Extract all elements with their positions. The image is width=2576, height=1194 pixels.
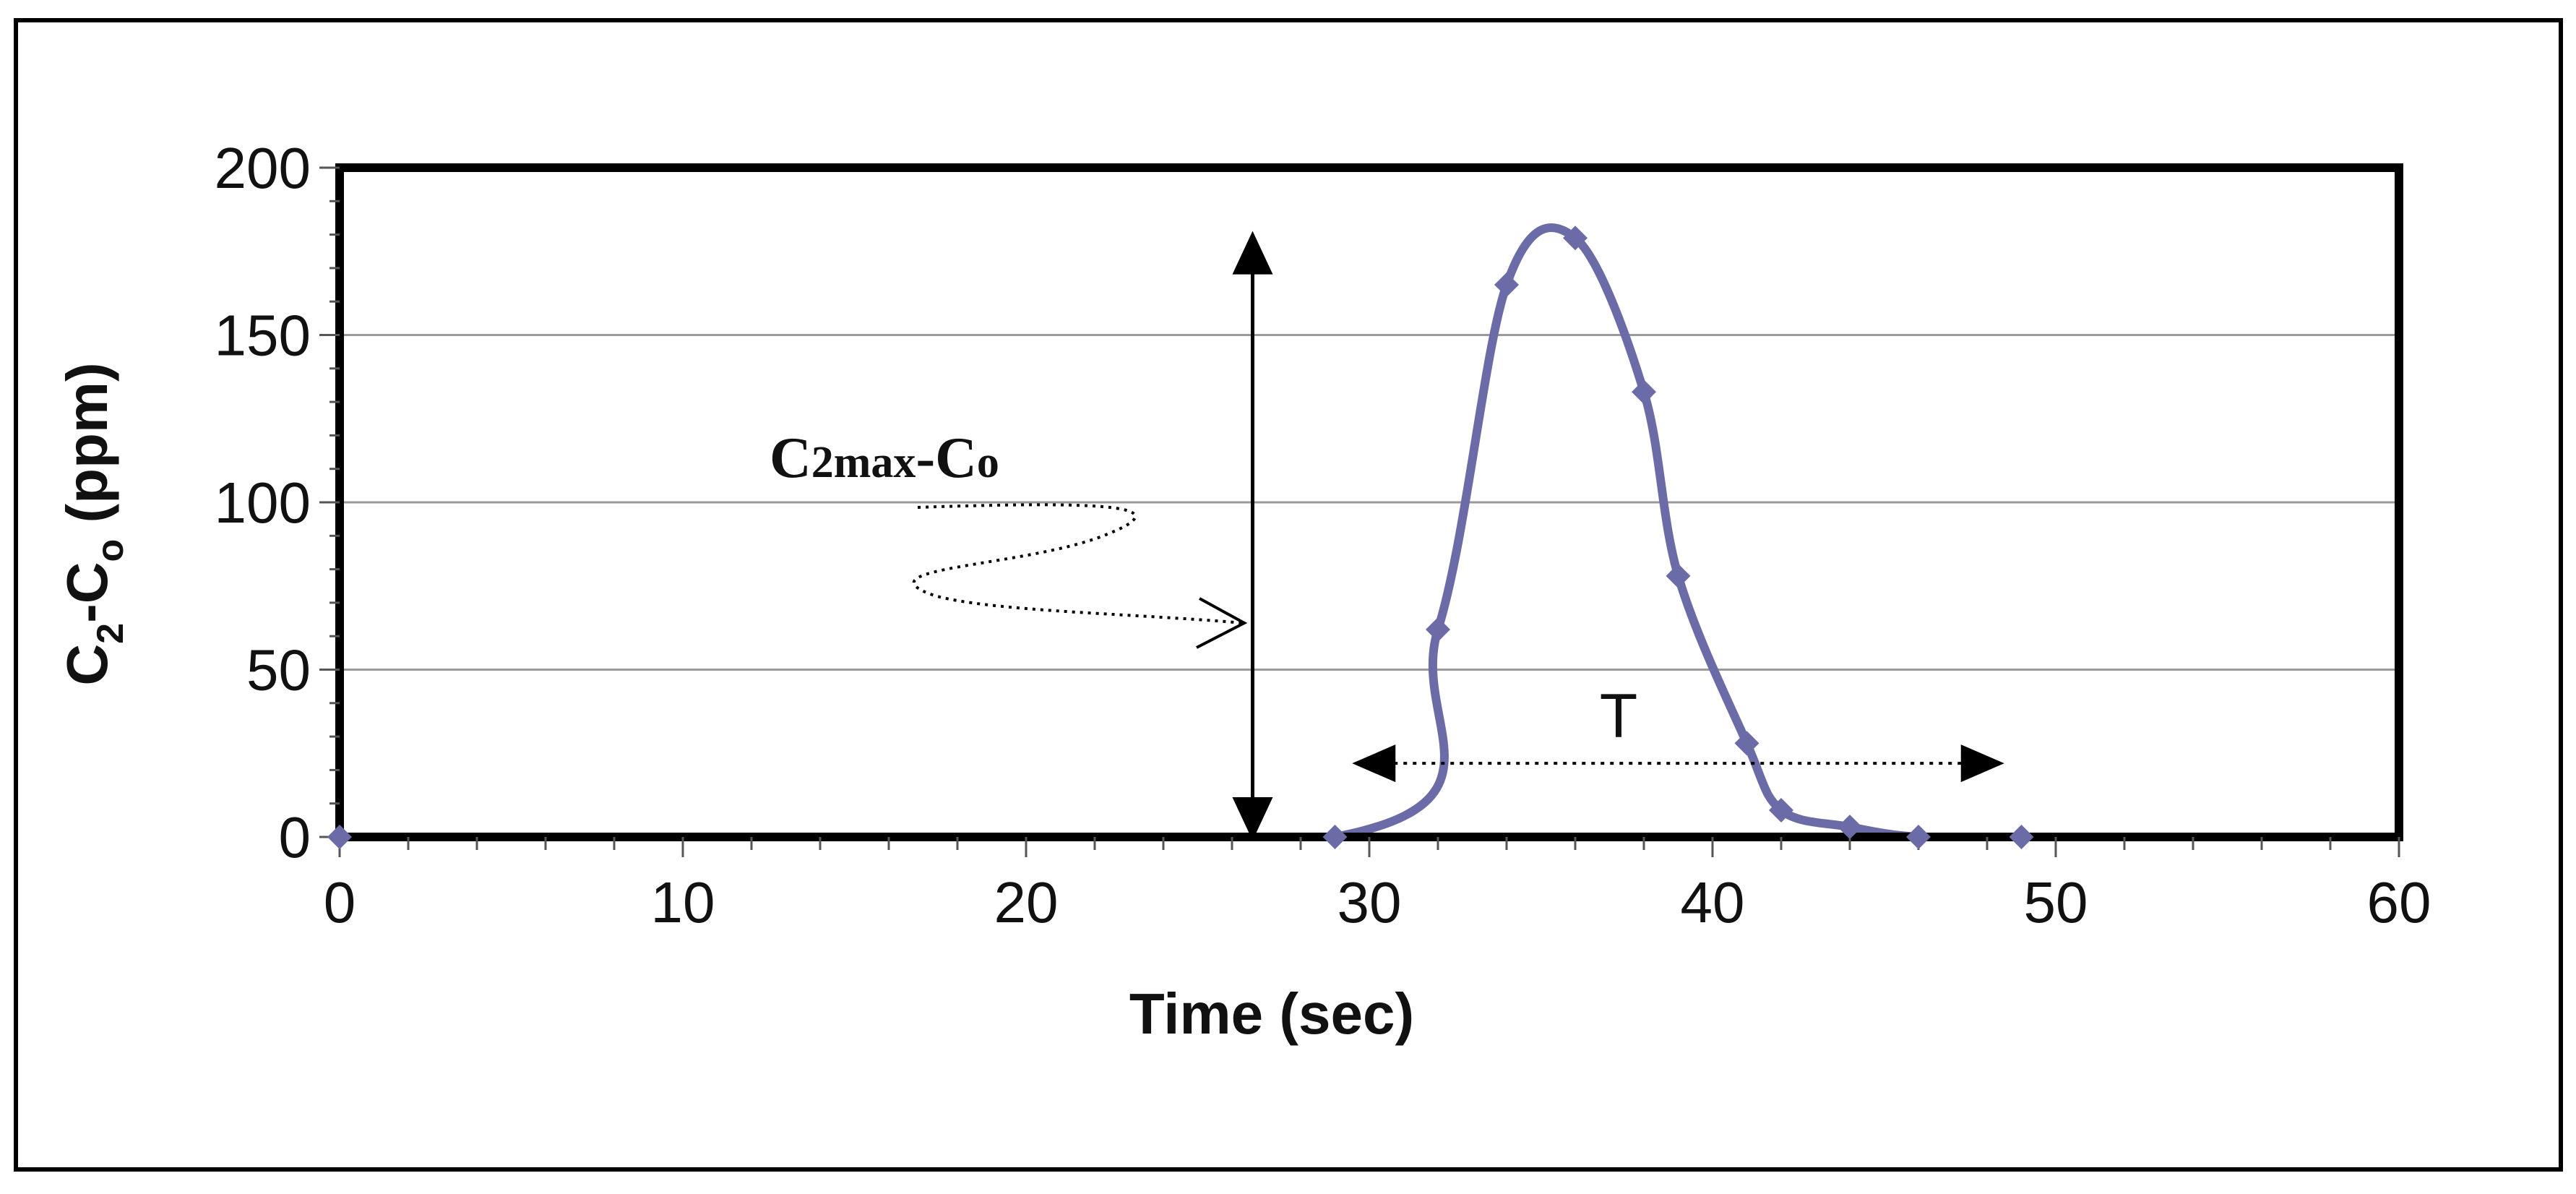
data-point-marker-2 [1426, 617, 1450, 642]
data-point-marker-3 [1494, 272, 1519, 298]
x-tick-label-30: 30 [1337, 870, 1402, 935]
y-label-c: C [55, 644, 119, 686]
y-tick-label-0: 0 [279, 805, 311, 869]
y-tick-label-200: 200 [215, 136, 311, 200]
t-arrowhead-right [1960, 744, 2004, 783]
cmax-c: C [770, 426, 811, 490]
y-label-unit: (ppm) [55, 362, 119, 538]
data-markers [327, 226, 2034, 849]
tick-labels: 0 50 100 150 200 0 10 20 30 40 50 60 [215, 136, 2431, 935]
data-point-marker-8 [1769, 797, 1793, 823]
y-label-sub-2: 2 [90, 623, 132, 644]
data-point-marker-7 [1734, 731, 1759, 756]
cmax-pointer-arrowhead [1196, 597, 1248, 649]
y-tick-label-100: 100 [215, 471, 311, 535]
annotations [1232, 231, 2004, 841]
cmax-sub-o: o [977, 438, 999, 487]
t-arrowhead-left [1352, 744, 1396, 783]
y-label-sub-o: o [90, 539, 132, 562]
x-tick-label-50: 50 [2024, 870, 2088, 935]
y-label-minus-c: -C [55, 562, 119, 623]
series-line [335, 223, 2026, 842]
series-layer [335, 223, 2026, 842]
axes [319, 166, 2400, 857]
data-point-marker-0 [327, 825, 352, 849]
data-point-marker-4 [1563, 226, 1588, 251]
cmax-minus-c: -C [916, 426, 976, 490]
data-point-marker-6 [1666, 563, 1691, 588]
y-tick-label-150: 150 [215, 304, 311, 368]
data-point-marker-5 [1632, 379, 1656, 405]
data-point-marker-1 [1322, 825, 1348, 849]
data-point-marker-11 [2009, 825, 2034, 849]
cmax-annotation-label: C2max-Co [770, 426, 999, 490]
y-axis-label: C2-Co (ppm) [55, 362, 132, 685]
t-annotation-label: T [1600, 682, 1638, 751]
x-tick-label-10: 10 [651, 870, 715, 935]
cmax-arrowhead-bottom [1232, 797, 1273, 841]
x-tick-label-60: 60 [2367, 870, 2431, 935]
data-point-marker-9 [1838, 815, 1862, 840]
cmax-pointer-curve [912, 503, 1244, 624]
data-point-marker-10 [1906, 825, 1931, 849]
x-tick-label-0: 0 [324, 870, 356, 935]
x-axis-label: Time (sec) [1129, 982, 1414, 1046]
y-tick-label-50: 50 [246, 638, 311, 703]
cmax-arrowhead-top [1232, 231, 1273, 275]
figure-frame [14, 18, 2563, 1172]
x-tick-label-20: 20 [994, 870, 1059, 935]
x-tick-label-40: 40 [1681, 870, 1745, 935]
cmax-sub-2max: 2max [811, 438, 916, 487]
grid-lines [340, 334, 2399, 671]
